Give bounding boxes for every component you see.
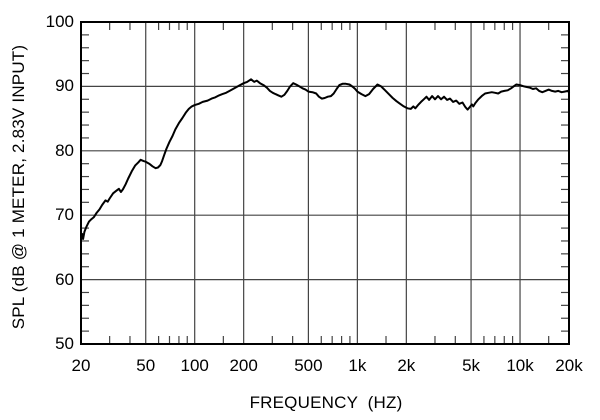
y-tick-label: 80	[55, 140, 74, 160]
y-tick-label: 100	[45, 12, 74, 31]
x-tick-label: 100	[180, 356, 209, 375]
x-tick-label: 5k	[462, 356, 481, 375]
y-axis-title: SPL (dB @ 1 METER, 2.83V INPUT)	[9, 44, 28, 330]
y-tick-label: 90	[55, 76, 74, 96]
gridlines	[81, 22, 569, 344]
y-tick-label: 60	[55, 269, 74, 289]
x-axis-title: FREQUENCY (HZ)	[249, 393, 403, 412]
x-tick-label: 200	[229, 356, 258, 375]
y-tick-label: 50	[55, 334, 74, 353]
plot-frame	[80, 21, 570, 345]
x-tick-label: 50	[136, 356, 156, 375]
x-tick-label: 1k	[348, 356, 367, 375]
x-tick-label: 10k	[506, 356, 534, 375]
x-tick-label: 20	[71, 356, 91, 375]
y-tick-label: 70	[55, 205, 74, 225]
x-tick-label: 20k	[555, 356, 583, 375]
x-tick-label: 500	[294, 356, 323, 375]
x-tick-label: 2k	[397, 356, 416, 375]
minor-ticks	[82, 23, 568, 343]
spl-curve	[80, 78, 570, 240]
